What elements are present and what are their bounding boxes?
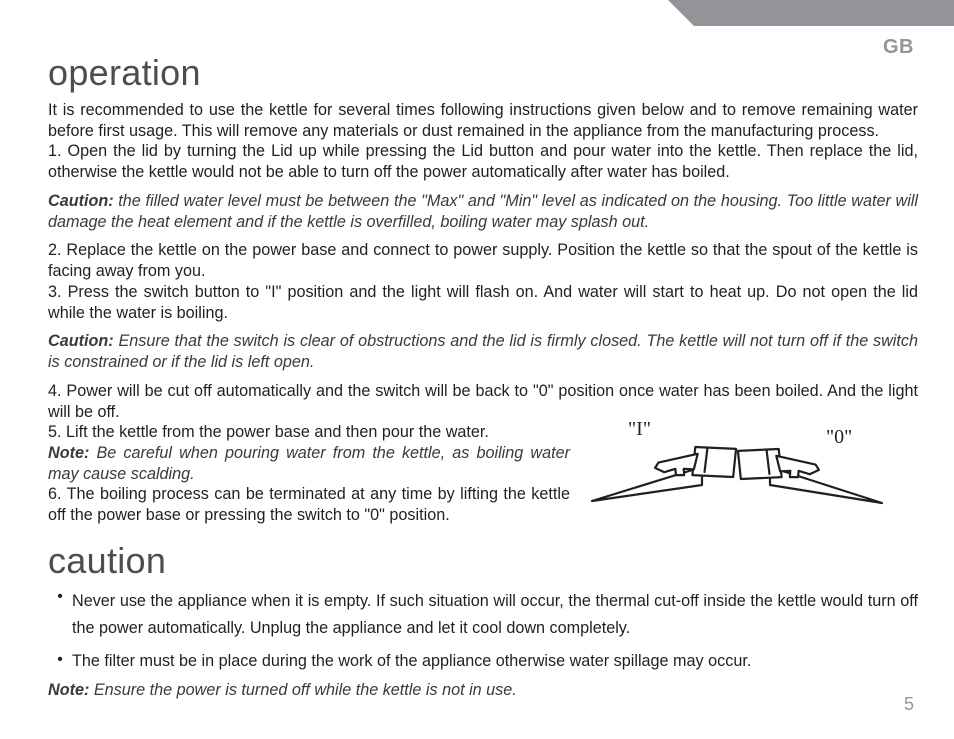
note-1-text: Be careful when pouring water from the k…	[48, 444, 570, 483]
bullet-dot: •	[48, 588, 72, 643]
bullet-dot: •	[48, 651, 72, 672]
caution-2: Caution: Ensure that the switch is clear…	[48, 331, 918, 372]
heading-caution: caution	[48, 540, 918, 582]
caution-bullet-2: • The filter must be in place during the…	[48, 651, 918, 672]
caution-bullet-1-text: Never use the appliance when it is empty…	[72, 588, 918, 643]
step-3: 3. Press the switch button to "I" positi…	[48, 282, 918, 323]
step-6: 6. The boiling process can be terminated…	[48, 484, 570, 525]
caution-1-text: the filled water level must be between t…	[48, 192, 918, 231]
caution-1-label: Caution:	[48, 192, 114, 210]
note-1: Note: Be careful when pouring water from…	[48, 443, 570, 484]
step-2: 2. Replace the kettle on the power base …	[48, 240, 918, 281]
caution-bullet-1: • Never use the appliance when it is emp…	[48, 588, 918, 643]
page-content: operation It is recommended to use the k…	[48, 52, 918, 700]
note-and-step6-block: Note: Be careful when pouring water from…	[48, 443, 918, 526]
intro-paragraph: It is recommended to use the kettle for …	[48, 100, 918, 141]
note-1-label: Note:	[48, 444, 89, 462]
corner-tab	[694, 0, 954, 26]
step-1: 1. Open the lid by turning the Lid up wh…	[48, 141, 918, 182]
switch-label-off: "0"	[826, 426, 852, 448]
switch-diagram: "I" "0"	[584, 415, 924, 525]
caution-note-text: Ensure the power is turned off while the…	[89, 681, 516, 699]
caution-note: Note: Ensure the power is turned off whi…	[48, 680, 918, 701]
caution-note-label: Note:	[48, 681, 89, 699]
switch-label-on: "I"	[628, 418, 651, 440]
caution-bullet-2-text: The filter must be in place during the w…	[72, 651, 918, 672]
caution-2-text: Ensure that the switch is clear of obstr…	[48, 332, 918, 371]
caution-1: Caution: the filled water level must be …	[48, 191, 918, 232]
heading-operation: operation	[48, 52, 918, 94]
caution-2-label: Caution:	[48, 332, 114, 350]
